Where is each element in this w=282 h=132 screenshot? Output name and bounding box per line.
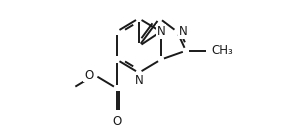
Text: N: N <box>157 25 165 38</box>
Text: N: N <box>135 74 143 87</box>
Text: CH₃: CH₃ <box>211 44 233 57</box>
Text: O: O <box>112 115 121 128</box>
Text: N: N <box>179 25 187 38</box>
Text: O: O <box>84 69 93 82</box>
